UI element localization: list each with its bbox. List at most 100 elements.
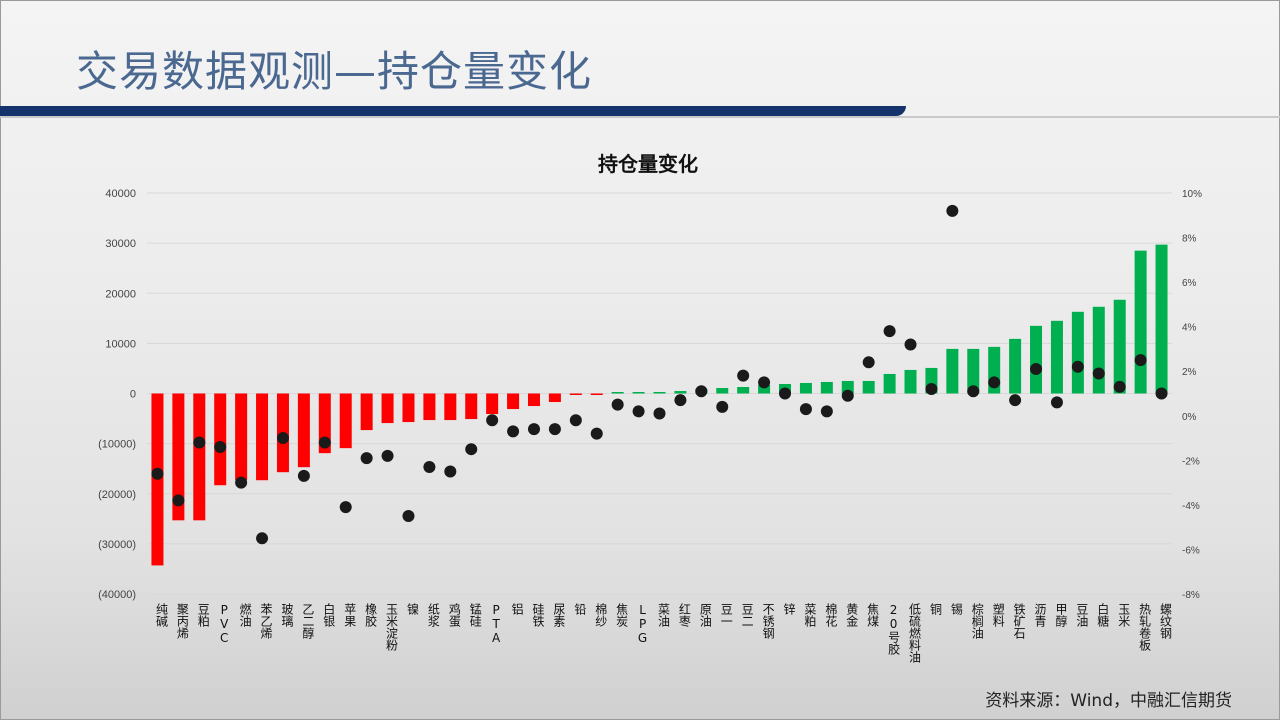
category-label: 热轧卷板 — [1138, 603, 1152, 652]
dot-黄金 — [841, 389, 854, 402]
dot-白银 — [318, 436, 331, 449]
category-label: 20号胶 — [887, 603, 901, 656]
category-label: 黄金 — [845, 603, 859, 627]
dot-红枣 — [674, 394, 687, 407]
category-label: 豆粕 — [196, 603, 210, 627]
category-label: 沥青 — [1033, 603, 1047, 628]
category-label: 玻璃 — [280, 603, 294, 628]
dot-PTA — [486, 414, 499, 427]
dot-硅铁 — [527, 423, 540, 436]
dot-镍 — [402, 510, 415, 523]
bar-苯乙烯 — [256, 393, 269, 481]
category-label: 尿素 — [552, 603, 566, 627]
category-label: 螺纹钢 — [1159, 603, 1173, 639]
category-label: 棕榈油 — [970, 602, 984, 639]
dot-20号胶 — [883, 325, 896, 338]
category-label: 红枣 — [677, 602, 691, 628]
dot-原油 — [695, 385, 708, 398]
bar-乙二醇 — [297, 393, 310, 468]
left-tick-label: 40000 — [105, 188, 136, 200]
dot-纸浆 — [423, 461, 436, 474]
bar-铅 — [569, 393, 582, 396]
dot-锌 — [779, 387, 792, 400]
bar-焦炭 — [611, 391, 624, 394]
dot-热轧卷板 — [1134, 354, 1147, 367]
bar-玉米 — [1113, 299, 1126, 394]
bar-20号胶 — [883, 373, 896, 394]
dot-棉纱 — [590, 427, 603, 440]
left-tick-label: (40000) — [98, 589, 136, 601]
bar-锰硅 — [465, 393, 478, 420]
bar-橡胶 — [360, 393, 373, 431]
dot-PVC — [214, 440, 227, 453]
dot-玻璃 — [276, 432, 289, 445]
bar-豆二 — [737, 386, 750, 394]
chart-title: 持仓量变化 — [598, 152, 698, 176]
category-label: 纸浆 — [426, 603, 440, 627]
right-tick-label: -2% — [1182, 456, 1200, 467]
left-tick-label: 10000 — [105, 338, 136, 350]
left-tick-label: (10000) — [98, 439, 136, 451]
bar-苹果 — [339, 393, 352, 449]
category-label: 焦煤 — [866, 603, 880, 627]
category-label: 燃油 — [238, 602, 252, 627]
bar-豆一 — [716, 387, 729, 394]
bar-锡 — [946, 348, 959, 394]
bar-铁矿石 — [1009, 338, 1022, 394]
dot-豆油 — [1071, 360, 1084, 373]
category-label: 锌 — [782, 603, 796, 615]
category-label: PVC — [217, 603, 231, 645]
bar-硅铁 — [527, 393, 540, 407]
dot-锡 — [946, 204, 959, 217]
bar-甲醇 — [1050, 320, 1063, 394]
dot-LPG — [632, 405, 645, 418]
right-tick-label: 6% — [1182, 278, 1197, 289]
category-label: 菜油 — [657, 603, 671, 627]
dot-低硫燃料油 — [904, 338, 917, 351]
category-label: 橡胶 — [364, 603, 378, 628]
category-label: 甲醇 — [1054, 603, 1068, 627]
dot-螺纹钢 — [1155, 387, 1168, 400]
bar-豆油 — [1071, 311, 1084, 394]
dot-豆二 — [737, 369, 750, 382]
category-label: 豆一 — [719, 603, 733, 627]
right-tick-label: 0% — [1182, 412, 1197, 423]
header-divider-shadow — [0, 116, 1280, 118]
bar-菜粕 — [799, 382, 812, 394]
page-title: 交易数据观测—持仓量变化 — [76, 47, 593, 96]
right-tick-label: -4% — [1182, 501, 1200, 512]
category-label: 玉米 — [1117, 603, 1131, 627]
bar-PVC — [214, 393, 227, 486]
bar-PTA — [486, 393, 499, 415]
category-label: 铁矿石 — [1012, 603, 1026, 639]
category-label: 镍 — [405, 603, 419, 615]
right-tick-label: 8% — [1182, 234, 1197, 245]
category-label: 白银 — [322, 602, 336, 627]
category-label: PTA — [489, 603, 503, 645]
bar-燃油 — [235, 393, 248, 481]
dot-玉米 — [1113, 380, 1126, 393]
dot-塑料 — [988, 376, 1001, 389]
dot-苯乙烯 — [256, 532, 269, 545]
right-tick-label: -6% — [1182, 545, 1200, 556]
category-label: 乙二醇 — [301, 603, 315, 639]
source-note: 资料来源：Wind，中融汇信期货 — [985, 691, 1232, 711]
dot-橡胶 — [360, 452, 373, 465]
category-label: 原油 — [698, 603, 712, 627]
bar-热轧卷板 — [1134, 250, 1147, 394]
dot-纯碱 — [151, 467, 164, 480]
dot-铅 — [569, 414, 582, 427]
right-tick-label: 4% — [1182, 323, 1197, 334]
left-tick-label: (30000) — [98, 539, 136, 551]
dot-豆粕 — [193, 436, 206, 449]
category-label: 低硫燃料油 — [908, 603, 922, 663]
category-label: 塑料 — [991, 602, 1005, 627]
left-tick-label: 30000 — [105, 238, 136, 250]
dot-聚丙烯 — [172, 494, 185, 507]
dot-锰硅 — [465, 443, 478, 456]
dot-菜油 — [653, 407, 666, 420]
dot-铜 — [925, 383, 938, 396]
right-tick-label: 10% — [1182, 189, 1202, 200]
category-label: 苹果 — [343, 603, 357, 627]
